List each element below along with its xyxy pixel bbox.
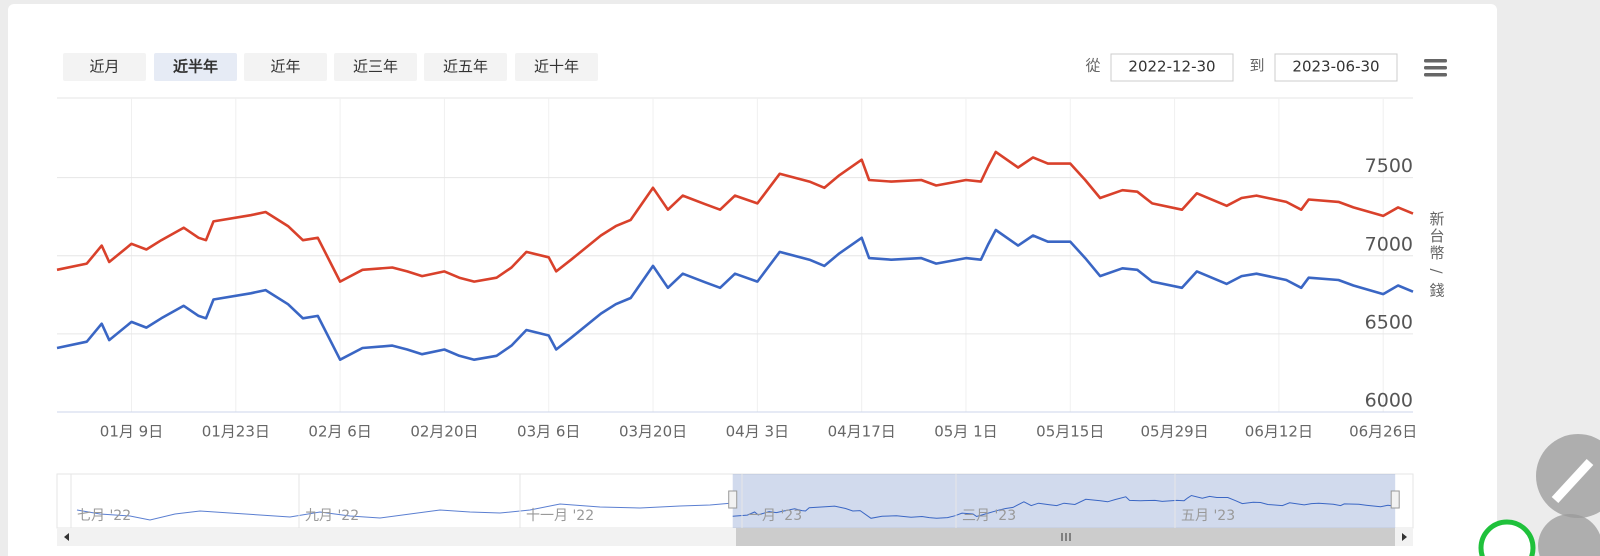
x-tick-label: 06月26日 — [1349, 423, 1417, 441]
from-input[interactable] — [1110, 53, 1234, 82]
navigator-handle[interactable] — [728, 490, 738, 509]
scrollbar-grip — [1061, 533, 1071, 541]
navigator-label: 九月 '22 — [305, 508, 359, 524]
range-button[interactable] — [334, 53, 417, 81]
x-tick-label: 03月 6日 — [517, 423, 580, 441]
navigator-label: 三月 '23 — [962, 508, 1016, 524]
x-tick-label: 02月 6日 — [308, 423, 371, 441]
y-axis-title: 新台幣 / 錢 — [1428, 211, 1446, 300]
x-tick-label: 04月17日 — [828, 423, 896, 441]
x-tick-label: 04月 3日 — [726, 423, 789, 441]
scroll-top-button[interactable] — [1536, 434, 1600, 518]
range-button[interactable] — [63, 53, 146, 81]
to-label: 到 — [1249, 57, 1264, 75]
x-tick-label: 05月 1日 — [934, 423, 997, 441]
y-tick-label: 7000 — [1365, 233, 1413, 255]
x-tick-label: 01月 9日 — [100, 423, 163, 441]
price-line — [56, 228, 1414, 361]
menu-bar — [1424, 66, 1447, 70]
scroll-top-icon — [1551, 458, 1594, 504]
menu-bar — [1424, 73, 1447, 77]
navigator-label: 七月 '22 — [77, 508, 131, 524]
y-tick-label: 7500 — [1365, 155, 1413, 177]
line-app-button[interactable] — [1478, 519, 1536, 556]
to-date[interactable]: 2023-06-30 — [1292, 58, 1379, 76]
range-button[interactable] — [154, 53, 237, 81]
y-tick-label: 6000 — [1365, 390, 1413, 412]
range-button[interactable] — [244, 53, 327, 81]
range-button-label[interactable]: 近年 — [270, 58, 300, 76]
from-label: 從 — [1085, 57, 1100, 75]
range-button-label[interactable]: 近十年 — [534, 58, 579, 76]
x-tick-label: 02月20日 — [410, 423, 478, 441]
range-button[interactable] — [515, 53, 598, 81]
range-button-label[interactable]: 近半年 — [173, 58, 218, 76]
menu-bar — [1424, 59, 1447, 63]
navigator-handle[interactable] — [1390, 490, 1400, 509]
scroll-right[interactable] — [1402, 533, 1407, 541]
range-button[interactable] — [424, 53, 507, 81]
menu-icon[interactable] — [1424, 59, 1447, 77]
x-tick-label: 05月29日 — [1140, 423, 1208, 441]
x-tick-label: 01月23日 — [202, 423, 270, 441]
navigator-selection[interactable] — [732, 474, 1396, 528]
range-button-label[interactable]: 近三年 — [353, 58, 398, 76]
x-tick-label: 06月12日 — [1245, 423, 1313, 441]
y-tick-label: 6500 — [1365, 311, 1413, 333]
navigator-line — [732, 494, 1396, 519]
price-line — [56, 150, 1414, 283]
scroll-left[interactable] — [64, 533, 69, 541]
x-tick-label: 03月20日 — [619, 423, 687, 441]
navigator-label: 五月 '23 — [1181, 508, 1235, 524]
from-date[interactable]: 2022-12-30 — [1128, 58, 1215, 76]
scroll-down-button[interactable] — [1538, 514, 1600, 556]
range-button-label[interactable]: 近月 — [89, 58, 119, 76]
navigator-label: 十一月 '22 — [526, 508, 594, 524]
x-tick-label: 05月15日 — [1036, 423, 1104, 441]
navigator-label: 一月 '23 — [748, 508, 802, 524]
to-input[interactable] — [1274, 53, 1398, 82]
navigator-history-line — [76, 502, 734, 521]
range-button-label[interactable]: 近五年 — [443, 58, 488, 76]
